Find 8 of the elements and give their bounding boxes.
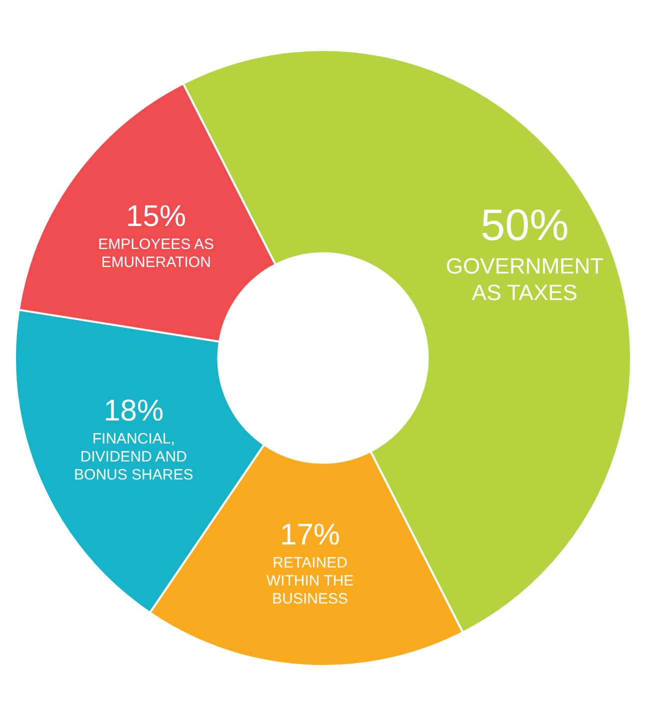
slice-label: RETAINED WITHIN THE BUSINESS xyxy=(266,554,354,608)
data-label: 17% xyxy=(280,518,340,552)
slice-label: FINANCIAL, DIVIDEND AND BONUS SHARES xyxy=(74,430,194,484)
data-label: 50% xyxy=(480,200,569,250)
data-label: 15% xyxy=(126,200,186,234)
data-label: 18% xyxy=(104,394,164,428)
slice-label: EMPLOYEES AS EMUNERATION xyxy=(98,236,214,272)
slice-label: GOVERNMENT AS TAXES xyxy=(446,253,604,305)
